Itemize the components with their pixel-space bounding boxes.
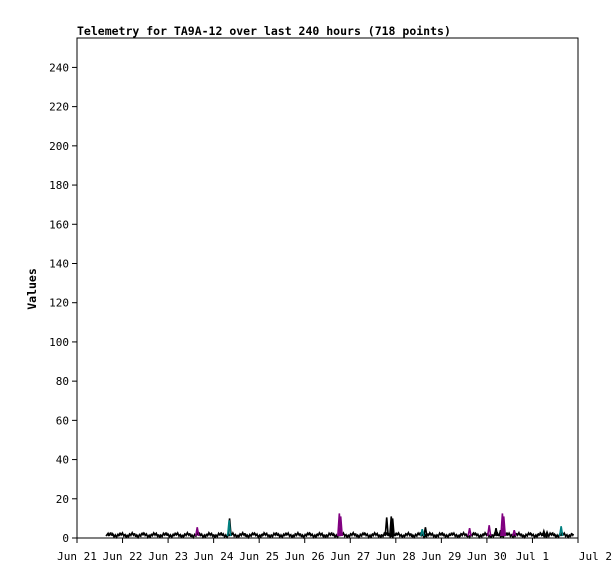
series-spike (105, 532, 110, 537)
x-tick-label: Jul 1 (516, 550, 549, 563)
x-tick-label: Jun 27 (330, 550, 370, 563)
plot-frame (76, 37, 579, 539)
series-spike (384, 517, 390, 537)
y-tick-label: 0 (62, 532, 69, 545)
series-spike (544, 529, 550, 537)
y-axis-label: Values (25, 268, 39, 310)
x-tick-label: Jun 22 (103, 550, 143, 563)
y-tick-label: 40 (56, 454, 69, 467)
series-spike (390, 518, 395, 537)
y-tick-label: 160 (49, 218, 69, 231)
x-tick-label: Jun 28 (376, 550, 416, 563)
chart-title: Telemetry for TA9A-12 over last 240 hour… (77, 24, 451, 38)
y-tick-label: 140 (49, 257, 69, 270)
series-spike (558, 526, 564, 537)
x-tick-label: Jul 2 (579, 550, 612, 563)
x-axis-ticks: Jun 21 Jun 22 Jun 23 Jun 24 Jun 25 Jun 26 Jun … (57, 538, 612, 563)
series-spike (226, 520, 232, 537)
series-spike (194, 527, 200, 537)
series-spike (338, 516, 344, 537)
x-tick-label: Jun 30 (467, 550, 507, 563)
y-tick-label: 80 (56, 375, 69, 388)
series-spike (486, 525, 492, 537)
series-spike (423, 527, 428, 537)
x-tick-label: Jun 24 (194, 550, 234, 563)
data-series (105, 513, 575, 540)
series-spike (511, 529, 517, 537)
y-tick-label: 180 (49, 179, 69, 192)
series-spike (493, 528, 499, 537)
y-tick-label: 100 (49, 336, 69, 349)
y-tick-label: 20 (56, 493, 69, 506)
series-spike (419, 529, 425, 537)
y-tick-label: 220 (49, 101, 69, 114)
series-spike (501, 516, 507, 537)
y-tick-label: 240 (49, 61, 69, 74)
x-tick-label: Jun 23 (148, 550, 188, 563)
series-spike (541, 528, 547, 537)
x-tick-label: Jun 21 (57, 550, 97, 563)
y-tick-label: 200 (49, 140, 69, 153)
x-tick-label: Jun 29 (421, 550, 461, 563)
series-spike (467, 528, 472, 537)
x-tick-label: Jun 25 (239, 550, 279, 563)
y-tick-label: 60 (56, 414, 69, 427)
y-tick-label: 120 (49, 297, 69, 310)
x-tick-label: Jun 26 (285, 550, 325, 563)
y-axis-ticks: 0 20 40 60 80 100 120 140 160 180 200 220 240 (49, 61, 77, 545)
